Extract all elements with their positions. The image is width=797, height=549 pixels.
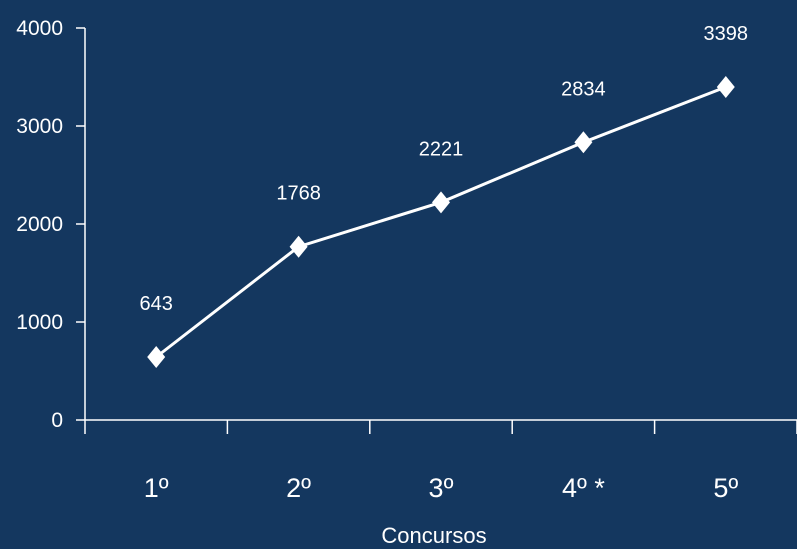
data-point-marker: [147, 345, 166, 368]
data-label: 2221: [419, 138, 464, 160]
x-tick-label: 4º *: [562, 473, 605, 503]
x-tick-label: 2º: [286, 473, 311, 503]
y-axis-ticks: 0 1000 2000 3000 4000: [16, 17, 85, 432]
x-tick-label: 1º: [144, 473, 169, 503]
data-label: 3398: [704, 23, 749, 45]
x-tick-label: 3º: [429, 473, 454, 503]
data-label: 643: [140, 293, 173, 315]
y-tick-label: 1000: [16, 311, 63, 334]
series-markers: [147, 75, 735, 368]
y-tick-label: 3000: [16, 115, 63, 138]
data-point-marker: [432, 191, 450, 214]
y-tick-label: 4000: [16, 17, 63, 40]
data-labels: 643 1768 2221 2834 3398: [140, 23, 749, 315]
x-tick-label: 5º: [713, 473, 738, 503]
data-label: 2834: [561, 78, 606, 100]
x-axis-ticks: 1º 2º 3º 4º * 5º: [84, 420, 797, 503]
data-point-marker: [574, 131, 593, 154]
data-label: 1768: [276, 183, 321, 205]
y-tick-label: 2000: [16, 213, 63, 236]
data-point-marker: [716, 75, 735, 98]
y-tick-label: 0: [51, 409, 63, 432]
x-axis-title: Concursos: [381, 523, 486, 548]
data-point-marker: [289, 235, 308, 258]
